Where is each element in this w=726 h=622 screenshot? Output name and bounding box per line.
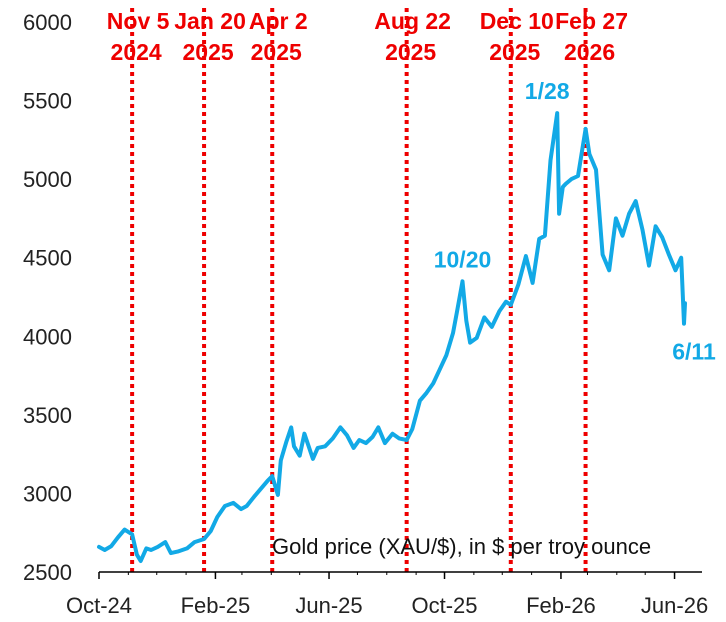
x-tick-label: Jun-25 [295,593,362,618]
event-label-date: Dec 10 [480,8,554,34]
gold-price-line [97,111,687,563]
event-label-year: 2026 [564,39,615,65]
y-tick-label: 4500 [23,246,72,271]
point-annotation: 10/20 [434,246,492,272]
event-lines [130,8,588,572]
event-label-date: Feb 27 [555,8,628,34]
y-tick-label: 5000 [23,167,72,192]
event-label-date: Jan 20 [174,8,246,34]
event-label-year: 2025 [385,39,436,65]
x-axis-tick-marks [98,572,676,579]
x-tick-label: Feb-26 [526,593,596,618]
point-annotation: 1/28 [525,78,570,104]
chart-note: Gold price (XAU/$), in $ per troy ounce [272,534,651,559]
event-label-date: Nov 5 [107,8,170,34]
x-tick-label: Oct-24 [66,593,132,618]
y-tick-label: 4000 [23,324,72,349]
event-label-date: Aug 22 [374,8,451,34]
y-tick-label: 6000 [23,10,72,35]
y-tick-label: 2500 [23,560,72,585]
event-label-year: 2024 [111,39,162,65]
y-tick-label: 5500 [23,89,72,114]
event-label-date: Apr 2 [249,8,308,34]
x-tick-label: Jun-26 [641,593,708,618]
event-label-year: 2025 [182,39,233,65]
x-axis-tick-labels: Oct-24 Feb-25 Jun-25 Oct-25 Feb-26 Jun-26 [66,593,708,618]
x-tick-label: Feb-25 [181,593,251,618]
event-label-year: 2025 [489,39,540,65]
point-annotations: 10/20 1/28 6/11 [434,78,716,365]
x-tick-label: Oct-25 [412,593,478,618]
event-label-year: 2025 [251,39,302,65]
point-annotation: 6/11 [672,339,716,365]
y-axis-tick-labels: 2500 3000 3500 4000 4500 5000 5500 6000 [23,10,72,585]
y-tick-label: 3500 [23,403,72,428]
y-tick-label: 3000 [23,481,72,506]
